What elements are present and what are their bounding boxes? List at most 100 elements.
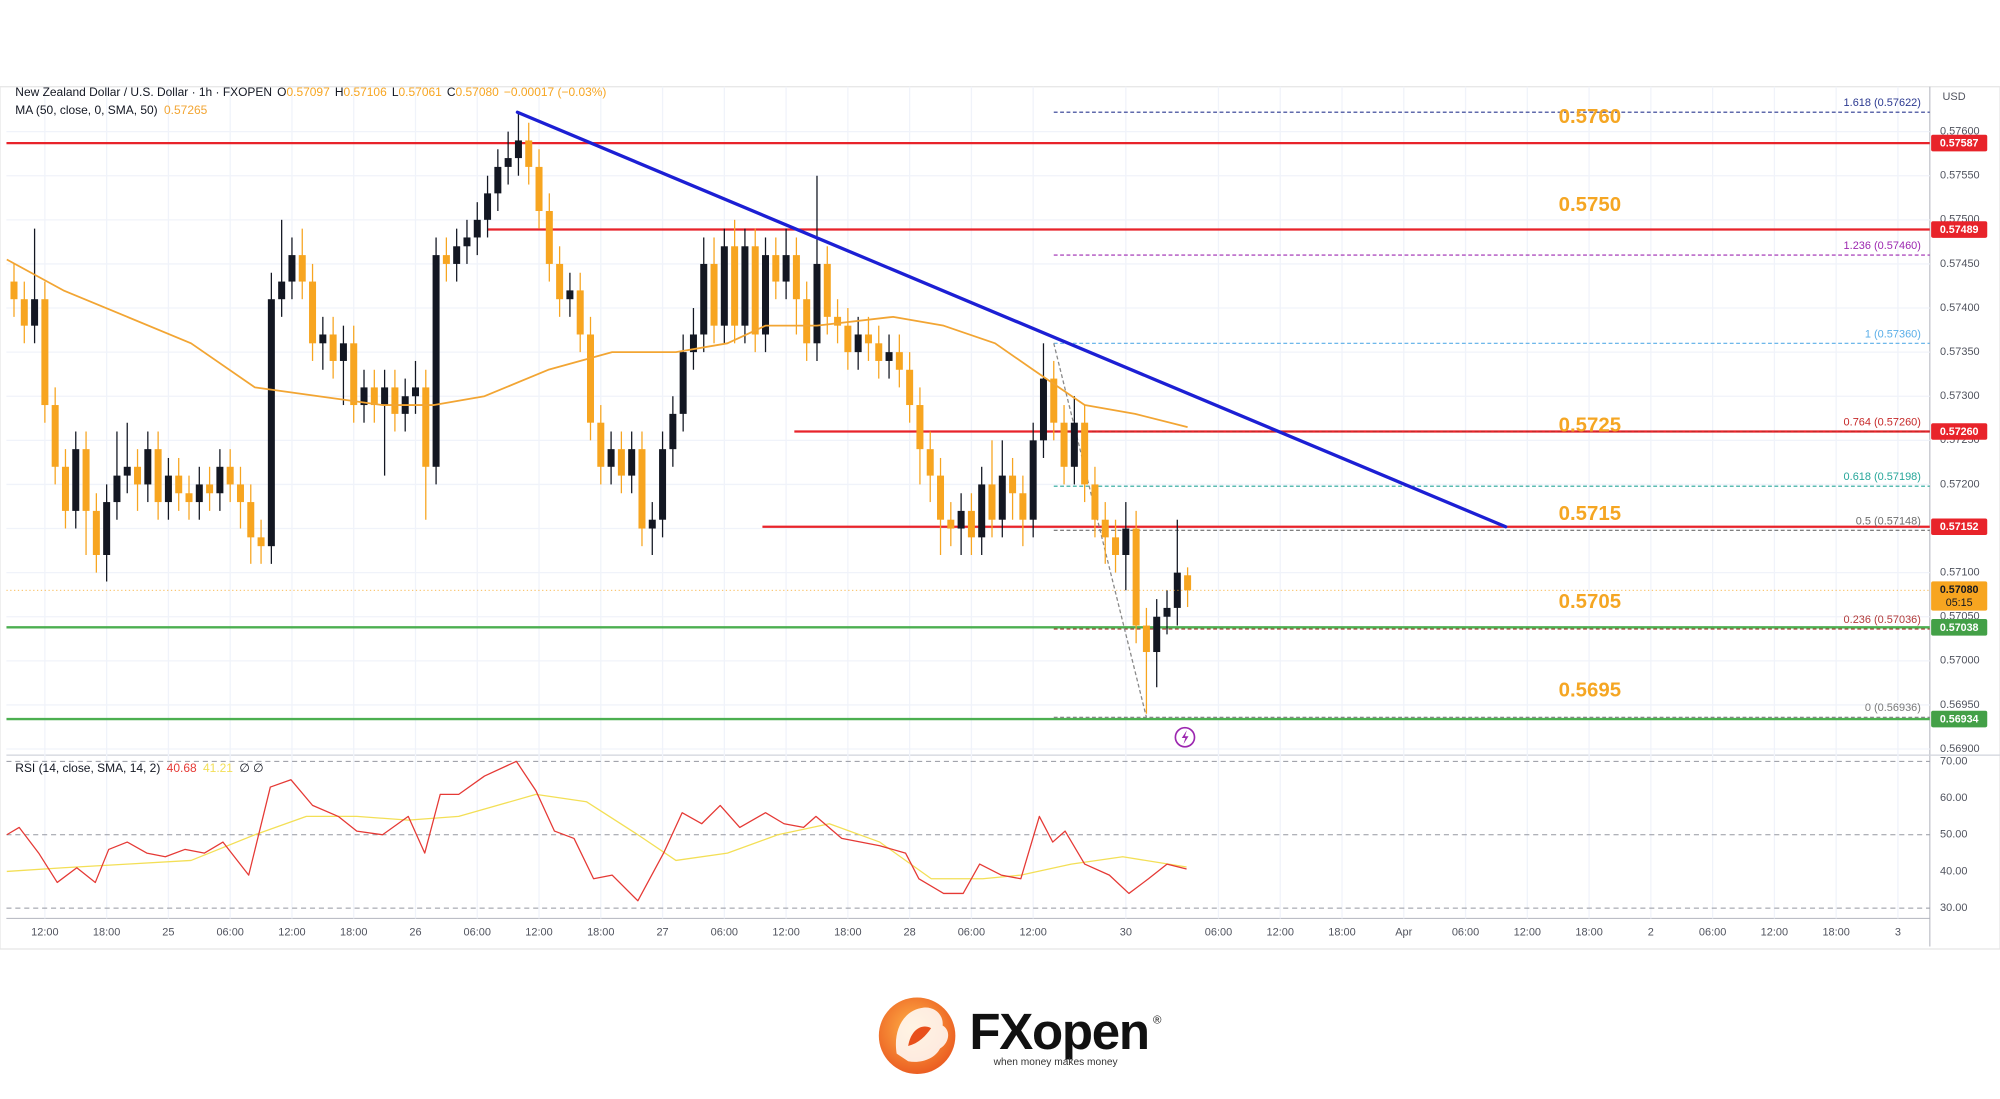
candle-body	[113, 475, 121, 503]
candle-body	[607, 449, 615, 467]
candle-body	[298, 255, 306, 282]
header-item: 0.57106	[343, 85, 387, 99]
candle-body	[484, 193, 492, 220]
level-label: 0.5695	[1559, 679, 1621, 701]
x-tick-label: 12:00	[278, 926, 305, 938]
currency: USD	[1943, 91, 1966, 103]
candle-body	[792, 255, 800, 300]
price-label: 0.57489	[1940, 224, 1979, 236]
x-tick-label: 18:00	[1575, 926, 1602, 938]
rsi-tick-label: 40.00	[1940, 865, 1967, 877]
candle-body	[442, 255, 450, 264]
fib-label: 1.618 (0.57622)	[1844, 97, 1921, 109]
y-tick-label: 0.57350	[1940, 346, 1980, 358]
candle-body	[576, 290, 584, 335]
candle-body	[556, 263, 564, 300]
x-tick-label: 18:00	[1822, 926, 1849, 938]
header-line: MA (50, close, 0, SMA, 50) 0.57265	[15, 103, 207, 117]
logo: FXopen ® when money makes money	[878, 997, 1162, 1074]
candle-body	[164, 475, 172, 503]
brand: FXopen	[969, 1003, 1148, 1060]
x-tick-label: 12:00	[1761, 926, 1788, 938]
candle-body	[257, 537, 265, 547]
candle-body	[103, 502, 111, 555]
x-tick-label: 12:00	[1019, 926, 1046, 938]
candle-body	[10, 281, 18, 300]
level-label: 0.5715	[1559, 503, 1621, 525]
header-item: 40.68	[167, 761, 197, 775]
x-tick-label: 06:00	[711, 926, 738, 938]
rsi-tick-label: 30.00	[1940, 902, 1967, 914]
candle-body	[339, 343, 347, 361]
candle-body	[535, 166, 543, 212]
candle-body	[617, 449, 625, 476]
candle-body	[1081, 422, 1089, 485]
candle-body	[679, 352, 687, 414]
header-item: H	[335, 85, 344, 99]
y-tick-label: 0.57400	[1940, 302, 1980, 314]
rsi-tick-label: 60.00	[1940, 792, 1967, 804]
candle-body	[916, 405, 924, 450]
candle-body	[72, 449, 80, 511]
x-tick-label: 12:00	[772, 926, 799, 938]
candle-body	[998, 475, 1006, 520]
y-tick-label: 0.57450	[1940, 258, 1980, 270]
x-tick-label: 06:00	[1699, 926, 1726, 938]
candle-body	[144, 449, 152, 485]
candle-body	[463, 237, 471, 247]
candle-body	[566, 290, 574, 300]
alert-icon[interactable]	[1174, 726, 1196, 748]
x-tick-label: 18:00	[340, 926, 367, 938]
candle-body	[762, 255, 770, 335]
candle-body	[360, 387, 368, 406]
y-tick-label: 0.57200	[1940, 478, 1980, 490]
candle-body	[587, 334, 595, 423]
rsi-tick-label: 70.00	[1940, 755, 1967, 767]
candle-body	[381, 387, 389, 406]
candle-body	[1101, 519, 1109, 538]
candle-body	[545, 211, 553, 264]
header-line: New Zealand Dollar / U.S. Dollar · 1h · …	[15, 85, 606, 99]
candle-body	[82, 449, 90, 511]
candle-body	[1142, 625, 1150, 653]
price-label: 0.57260	[1940, 426, 1979, 438]
level-label: 0.5760	[1559, 106, 1621, 128]
levels	[6, 111, 1930, 721]
candle-body	[92, 510, 100, 555]
candle-body	[720, 246, 728, 326]
logo-bull-detail	[908, 1026, 932, 1046]
candle-body	[957, 510, 965, 529]
candle-body	[278, 281, 286, 300]
header-item: New Zealand Dollar / U.S. Dollar · 1h · …	[15, 85, 272, 99]
registered-mark: ®	[1153, 1014, 1162, 1026]
x-tick-label: 06:00	[1452, 926, 1479, 938]
candle-body	[1112, 537, 1120, 555]
candle-body	[895, 352, 903, 370]
x-tick-label: 12:00	[1514, 926, 1541, 938]
header-item: 0.57080	[456, 85, 500, 99]
fib-label: 0.764 (0.57260)	[1844, 416, 1921, 428]
candle-body	[391, 387, 399, 414]
candle-body	[309, 281, 317, 344]
header-item: ∅ ∅	[239, 761, 263, 775]
header-item: RSI (14, close, SMA, 14, 2)	[15, 761, 160, 775]
price-label-box	[1931, 423, 1988, 440]
y-tick-label: 0.57600	[1940, 126, 1980, 138]
fib-label: 0.236 (0.57036)	[1844, 614, 1921, 626]
candle-body	[741, 246, 749, 326]
candle-body	[1050, 378, 1058, 423]
candle-body	[864, 334, 872, 344]
candle-body	[885, 352, 893, 361]
candle-body	[648, 519, 656, 529]
y-tick-label: 0.56950	[1940, 699, 1980, 711]
candle-body	[669, 413, 677, 450]
fib-label: 1.236 (0.57460)	[1844, 240, 1921, 252]
candle-body	[1184, 575, 1192, 591]
candle-body	[154, 449, 162, 503]
price-label: 0.57152	[1940, 521, 1979, 533]
candles	[6, 113, 1930, 714]
price-label-box	[1931, 221, 1988, 238]
level-label: 0.5725	[1559, 415, 1621, 437]
current-price-box	[1931, 581, 1988, 611]
